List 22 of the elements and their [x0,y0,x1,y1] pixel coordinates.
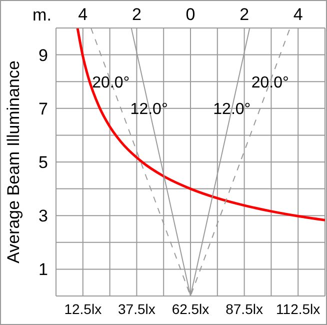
y-tick-label: 7 [38,99,48,118]
x-tick-label: 112.5lx [276,300,320,317]
series-label: 20.0° [92,74,130,92]
x2-tick-label: 2 [132,5,142,24]
text: 12.0° [130,101,168,118]
y-tick-label: 9 [38,46,48,65]
line-series [76,28,325,222]
x2-tick-label: 4 [78,5,88,24]
y-tick-label: 1 [38,260,48,280]
series-label: 12.0° [213,101,251,118]
x2-tick-label: 4 [293,5,303,24]
x2-axis-title: m. [32,6,52,24]
text: 20.0° [251,74,289,92]
y-tick-label: 5 [38,153,48,172]
x-tick-label: 87.5lx [226,300,263,317]
x-tick-label: 12.5lx [64,300,102,317]
x2-tick-label: 0 [186,5,196,24]
x-tick-label: 37.5lx [118,300,156,317]
y-tick-label: 3 [38,206,48,226]
y-axis-title: Average Beam Illuminance [4,60,24,264]
x-tick-label: 62.5lx [172,300,210,317]
x2-tick-label: 2 [240,5,250,24]
